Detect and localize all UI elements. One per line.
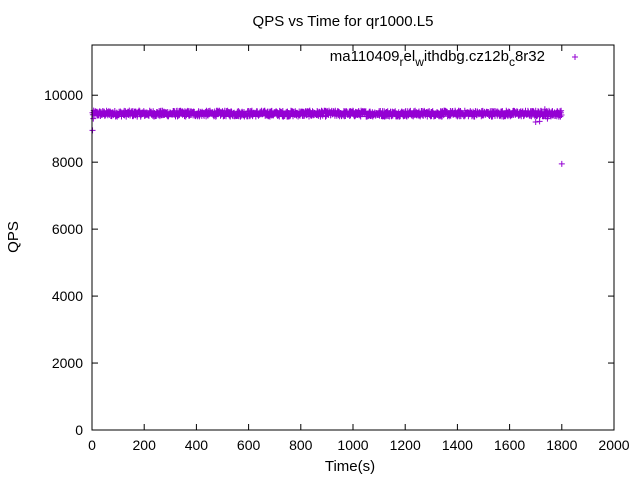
legend-label: ma110409relwithdbg.cz12bc8r32 bbox=[330, 48, 545, 69]
plot-border bbox=[91, 44, 615, 431]
x-tick-label: 400 bbox=[185, 437, 209, 453]
legend-label-part: 8r32 bbox=[515, 48, 545, 65]
x-tick-label: 1000 bbox=[337, 437, 368, 453]
data-point bbox=[553, 110, 560, 117]
y-tick-label: 6000 bbox=[52, 221, 83, 237]
data-point bbox=[89, 127, 96, 134]
legend: ma110409relwithdbg.cz12bc8r32 bbox=[330, 48, 578, 69]
data-point bbox=[544, 115, 551, 122]
plot-area bbox=[89, 106, 565, 167]
x-axis-label: Time(s) bbox=[325, 458, 375, 475]
data-point bbox=[541, 106, 548, 113]
y-tick-label: 10000 bbox=[44, 87, 83, 103]
data-point bbox=[558, 160, 565, 167]
legend-label-part: ma110409 bbox=[330, 48, 400, 65]
data-point bbox=[90, 115, 97, 122]
chart-title: QPS vs Time for qr1000.L5 bbox=[253, 13, 434, 30]
y-tick-label: 0 bbox=[75, 422, 83, 438]
axes: 0 200 400 600 800 1000 1200 1400 1600 1800 2000 0 20… bbox=[44, 44, 630, 453]
legend-label-part: c bbox=[509, 55, 515, 69]
x-tick-label: 800 bbox=[289, 437, 313, 453]
x-tick-label: 600 bbox=[237, 437, 261, 453]
y-tick-label: 4000 bbox=[52, 288, 83, 304]
x-tick-label: 2000 bbox=[598, 437, 629, 453]
x-tick-label: 200 bbox=[133, 437, 157, 453]
y-tick-label: 8000 bbox=[52, 154, 83, 170]
x-tick-label: 1200 bbox=[390, 437, 421, 453]
legend-label-part: r bbox=[400, 55, 404, 69]
data-point bbox=[532, 119, 539, 125]
x-tick-label: 1400 bbox=[442, 437, 473, 453]
data-point bbox=[536, 118, 543, 125]
qps-data-band bbox=[89, 107, 565, 120]
data-point bbox=[548, 108, 555, 115]
legend-label-part: el bbox=[404, 48, 416, 65]
x-tick-label: 0 bbox=[88, 437, 96, 453]
y-tick-label: 2000 bbox=[52, 355, 83, 371]
x-tick-label: 1800 bbox=[546, 437, 577, 453]
y-axis-label: QPS bbox=[5, 221, 22, 253]
legend-marker bbox=[572, 54, 578, 60]
legend-label-part: ithdbg.cz12b bbox=[424, 48, 509, 65]
legend-label-part: w bbox=[414, 55, 424, 69]
x-tick-label: 1600 bbox=[494, 437, 525, 453]
